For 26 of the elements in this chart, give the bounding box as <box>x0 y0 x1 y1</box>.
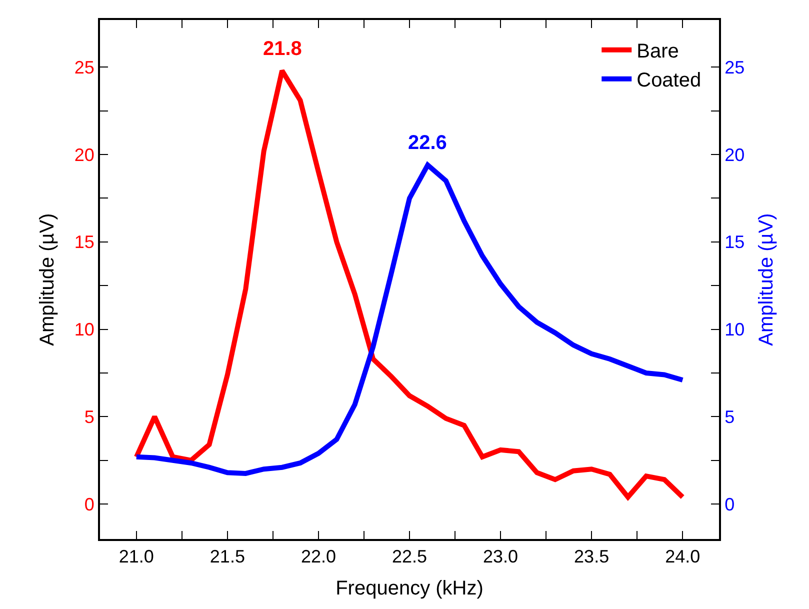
y-axis-title: Amplitude (µV) <box>36 213 58 346</box>
x-tick-label: 21.5 <box>210 546 245 567</box>
y2-tick-label: 20 <box>724 144 745 165</box>
y2-tick-label: 5 <box>724 406 735 427</box>
y2-tick-label: 0 <box>724 494 735 514</box>
y-tick-label: 15 <box>74 232 94 252</box>
y-tick-label: 20 <box>74 144 94 165</box>
y-tick-label: 0 <box>84 494 94 514</box>
legend-label: Bare <box>636 40 679 63</box>
y-tick-label: 10 <box>74 320 94 340</box>
annotation: 22.6 <box>408 132 447 154</box>
legend-label: Coated <box>636 70 702 92</box>
x-tick-label: 23.5 <box>574 546 610 567</box>
y2-tick-label: 25 <box>724 57 745 78</box>
y2-tick-label: 10 <box>724 320 745 340</box>
x-tick-label: 23.0 <box>483 546 518 567</box>
x-axis-title: Frequency (kHz) <box>336 578 484 600</box>
y-tick-label: 5 <box>84 406 94 427</box>
x-tick-label: 21.0 <box>118 546 154 567</box>
y2-axis-title: Amplitude (µV) <box>756 213 778 346</box>
x-tick-label: 22.0 <box>300 546 336 567</box>
y-tick-label: 25 <box>74 57 94 78</box>
x-tick-label: 22.5 <box>392 546 428 567</box>
annotation: 21.8 <box>263 38 302 60</box>
y2-tick-label: 15 <box>724 232 745 252</box>
x-tick-label: 24.0 <box>665 546 700 567</box>
